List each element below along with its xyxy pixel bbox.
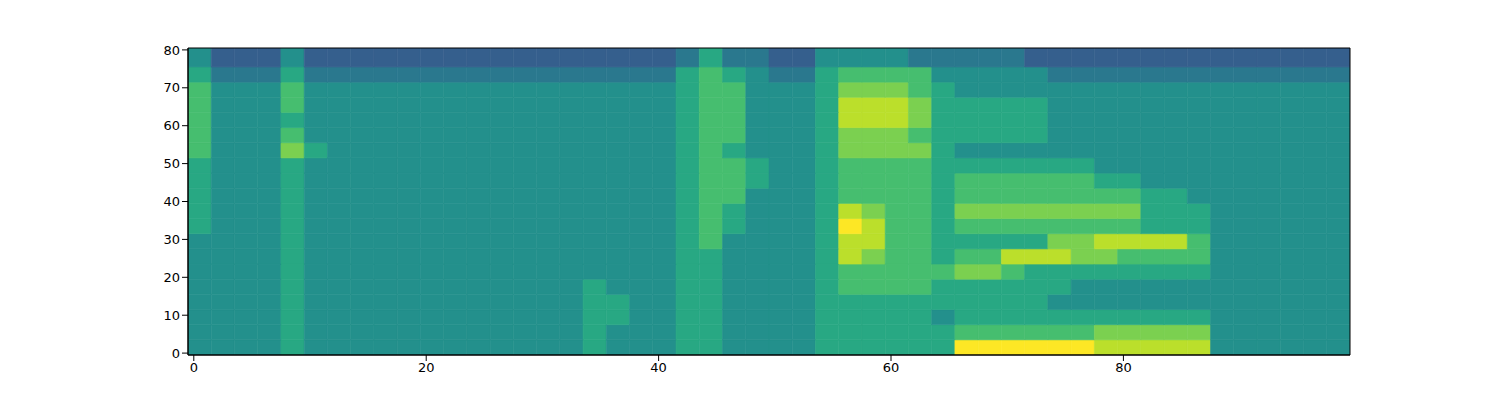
svg-text:0: 0 — [190, 360, 198, 375]
svg-text:30: 30 — [163, 232, 180, 247]
svg-text:50: 50 — [163, 156, 180, 171]
svg-text:80: 80 — [163, 43, 180, 58]
svg-text:0: 0 — [172, 346, 180, 361]
svg-text:40: 40 — [650, 360, 667, 375]
svg-text:80: 80 — [1115, 360, 1132, 375]
svg-text:60: 60 — [883, 360, 900, 375]
svg-text:10: 10 — [163, 308, 180, 323]
svg-text:40: 40 — [163, 194, 180, 209]
svg-text:20: 20 — [418, 360, 435, 375]
svg-text:70: 70 — [163, 80, 180, 95]
svg-text:60: 60 — [163, 118, 180, 133]
svg-text:20: 20 — [163, 270, 180, 285]
